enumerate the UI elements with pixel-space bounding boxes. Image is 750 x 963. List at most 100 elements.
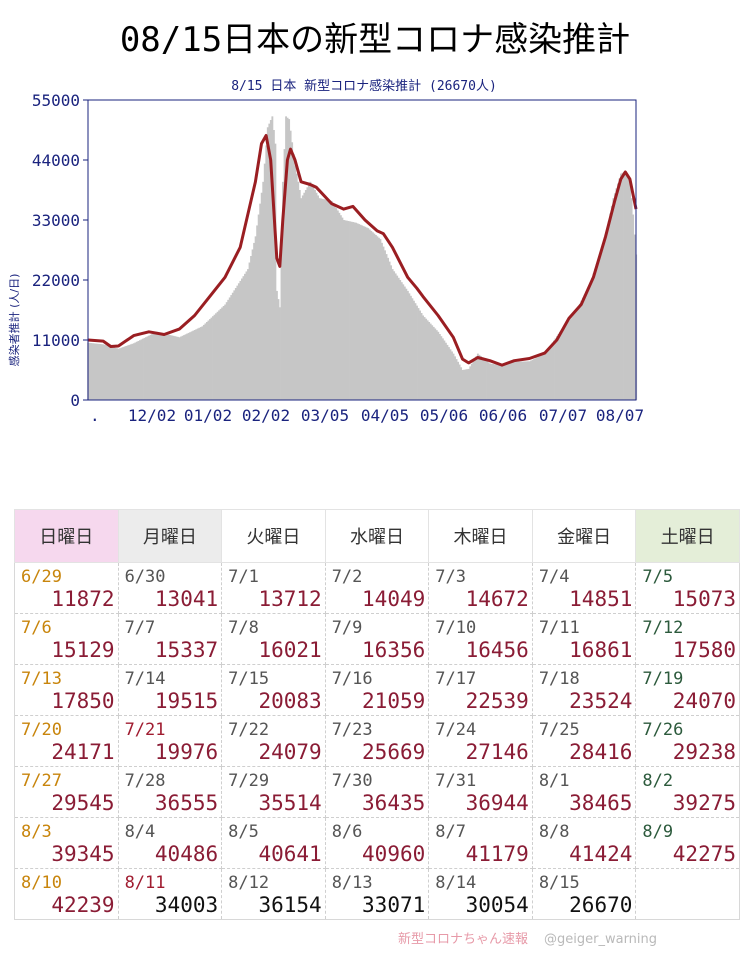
bar: [210, 317, 213, 400]
footer-brand: 新型コロナちゃん速報: [398, 932, 529, 947]
bar: [330, 200, 333, 400]
bar: [556, 336, 558, 400]
bar: [88, 342, 91, 400]
bar: [152, 333, 155, 400]
day-cell: 7/7 15337: [117, 613, 223, 665]
day-cell: 7/17 22539: [428, 664, 533, 716]
bar: [399, 280, 402, 400]
bar: [560, 329, 563, 400]
bar: [604, 236, 607, 400]
bar: [559, 331, 561, 400]
bar: [525, 361, 528, 400]
bar: [388, 261, 391, 400]
bar: [585, 291, 587, 400]
bar: [537, 356, 540, 400]
x-tick-label: .: [90, 406, 100, 425]
bar: [403, 286, 406, 400]
bar: [513, 361, 516, 400]
day-cell: 7/27 29545: [14, 766, 119, 818]
bar: [344, 220, 347, 400]
infection-chart: 8/15 日本 新型コロナ感染推計 (26670人) 0 11000 22000 33…: [7, 78, 644, 425]
bar: [511, 362, 514, 400]
bar: [277, 299, 280, 400]
day-value: 36944: [465, 791, 529, 815]
bar: [411, 298, 414, 400]
day-value: 26670: [569, 893, 633, 917]
header-wednesday: 水曜日: [324, 509, 430, 563]
bar: [195, 329, 198, 400]
day-value: 17850: [51, 689, 115, 713]
bar: [557, 334, 560, 400]
y-tick-label: 11000: [32, 331, 80, 350]
day-date: 7/11: [538, 618, 580, 638]
day-date: 7/31: [435, 771, 477, 791]
bar: [134, 342, 137, 400]
bar: [174, 336, 176, 400]
day-cell: 8/11 34003: [117, 868, 223, 920]
bar: [620, 173, 622, 400]
bar: [339, 215, 342, 400]
bar: [90, 343, 93, 400]
bar: [495, 364, 498, 400]
bar: [396, 275, 399, 400]
day-value: 27146: [465, 740, 529, 764]
bar: [282, 181, 284, 400]
bar: [242, 276, 245, 400]
day-date: 8/9: [642, 822, 674, 842]
day-date: 7/17: [435, 669, 477, 689]
bar: [438, 334, 441, 400]
day-date: 7/24: [435, 720, 477, 740]
bar: [624, 170, 627, 400]
day-date: 8/11: [124, 873, 166, 893]
bar: [577, 306, 580, 400]
day-value: 41424: [569, 842, 633, 866]
bar: [202, 324, 205, 400]
bar: [198, 327, 201, 400]
day-date: 7/4: [538, 567, 570, 587]
bar: [521, 361, 523, 400]
bar: [597, 259, 600, 400]
bar: [463, 369, 466, 400]
x-tick-label: 04/05: [361, 406, 409, 425]
bar: [528, 361, 531, 400]
bar: [443, 340, 446, 400]
bar: [333, 205, 336, 400]
bar-series-daily: [87, 116, 638, 401]
bar: [183, 335, 186, 400]
day-cell: 8/4 40486: [117, 817, 223, 869]
day-cell: 7/14 19515: [117, 664, 223, 716]
x-tick-label: 08/07: [596, 406, 644, 425]
bar: [228, 297, 231, 400]
day-date: 7/18: [538, 669, 580, 689]
bar: [122, 347, 125, 400]
bar: [390, 265, 393, 400]
bar: [466, 369, 469, 400]
bar: [629, 181, 632, 400]
bar: [484, 359, 487, 400]
bar: [129, 344, 132, 400]
bar: [621, 172, 624, 400]
bar: [146, 336, 149, 400]
bar: [215, 313, 217, 400]
day-value: 24070: [672, 689, 736, 713]
bar: [272, 130, 275, 400]
day-value: 29545: [51, 791, 115, 815]
day-cell: 8/3 39345: [14, 817, 119, 869]
bar: [384, 250, 386, 400]
bar: [100, 344, 103, 400]
bar: [387, 257, 389, 400]
bar: [149, 334, 152, 400]
bar: [502, 365, 505, 400]
bar: [119, 348, 122, 400]
bar: [192, 330, 195, 400]
day-date: 6/30: [124, 567, 166, 587]
bar: [125, 346, 128, 400]
day-value: 38465: [569, 791, 633, 815]
bar: [295, 173, 298, 400]
day-cell: 7/30 36435: [324, 766, 430, 818]
day-value: 25669: [362, 740, 426, 764]
bar: [164, 334, 167, 400]
bar: [263, 163, 266, 400]
bar: [352, 222, 354, 400]
bar: [543, 353, 546, 400]
